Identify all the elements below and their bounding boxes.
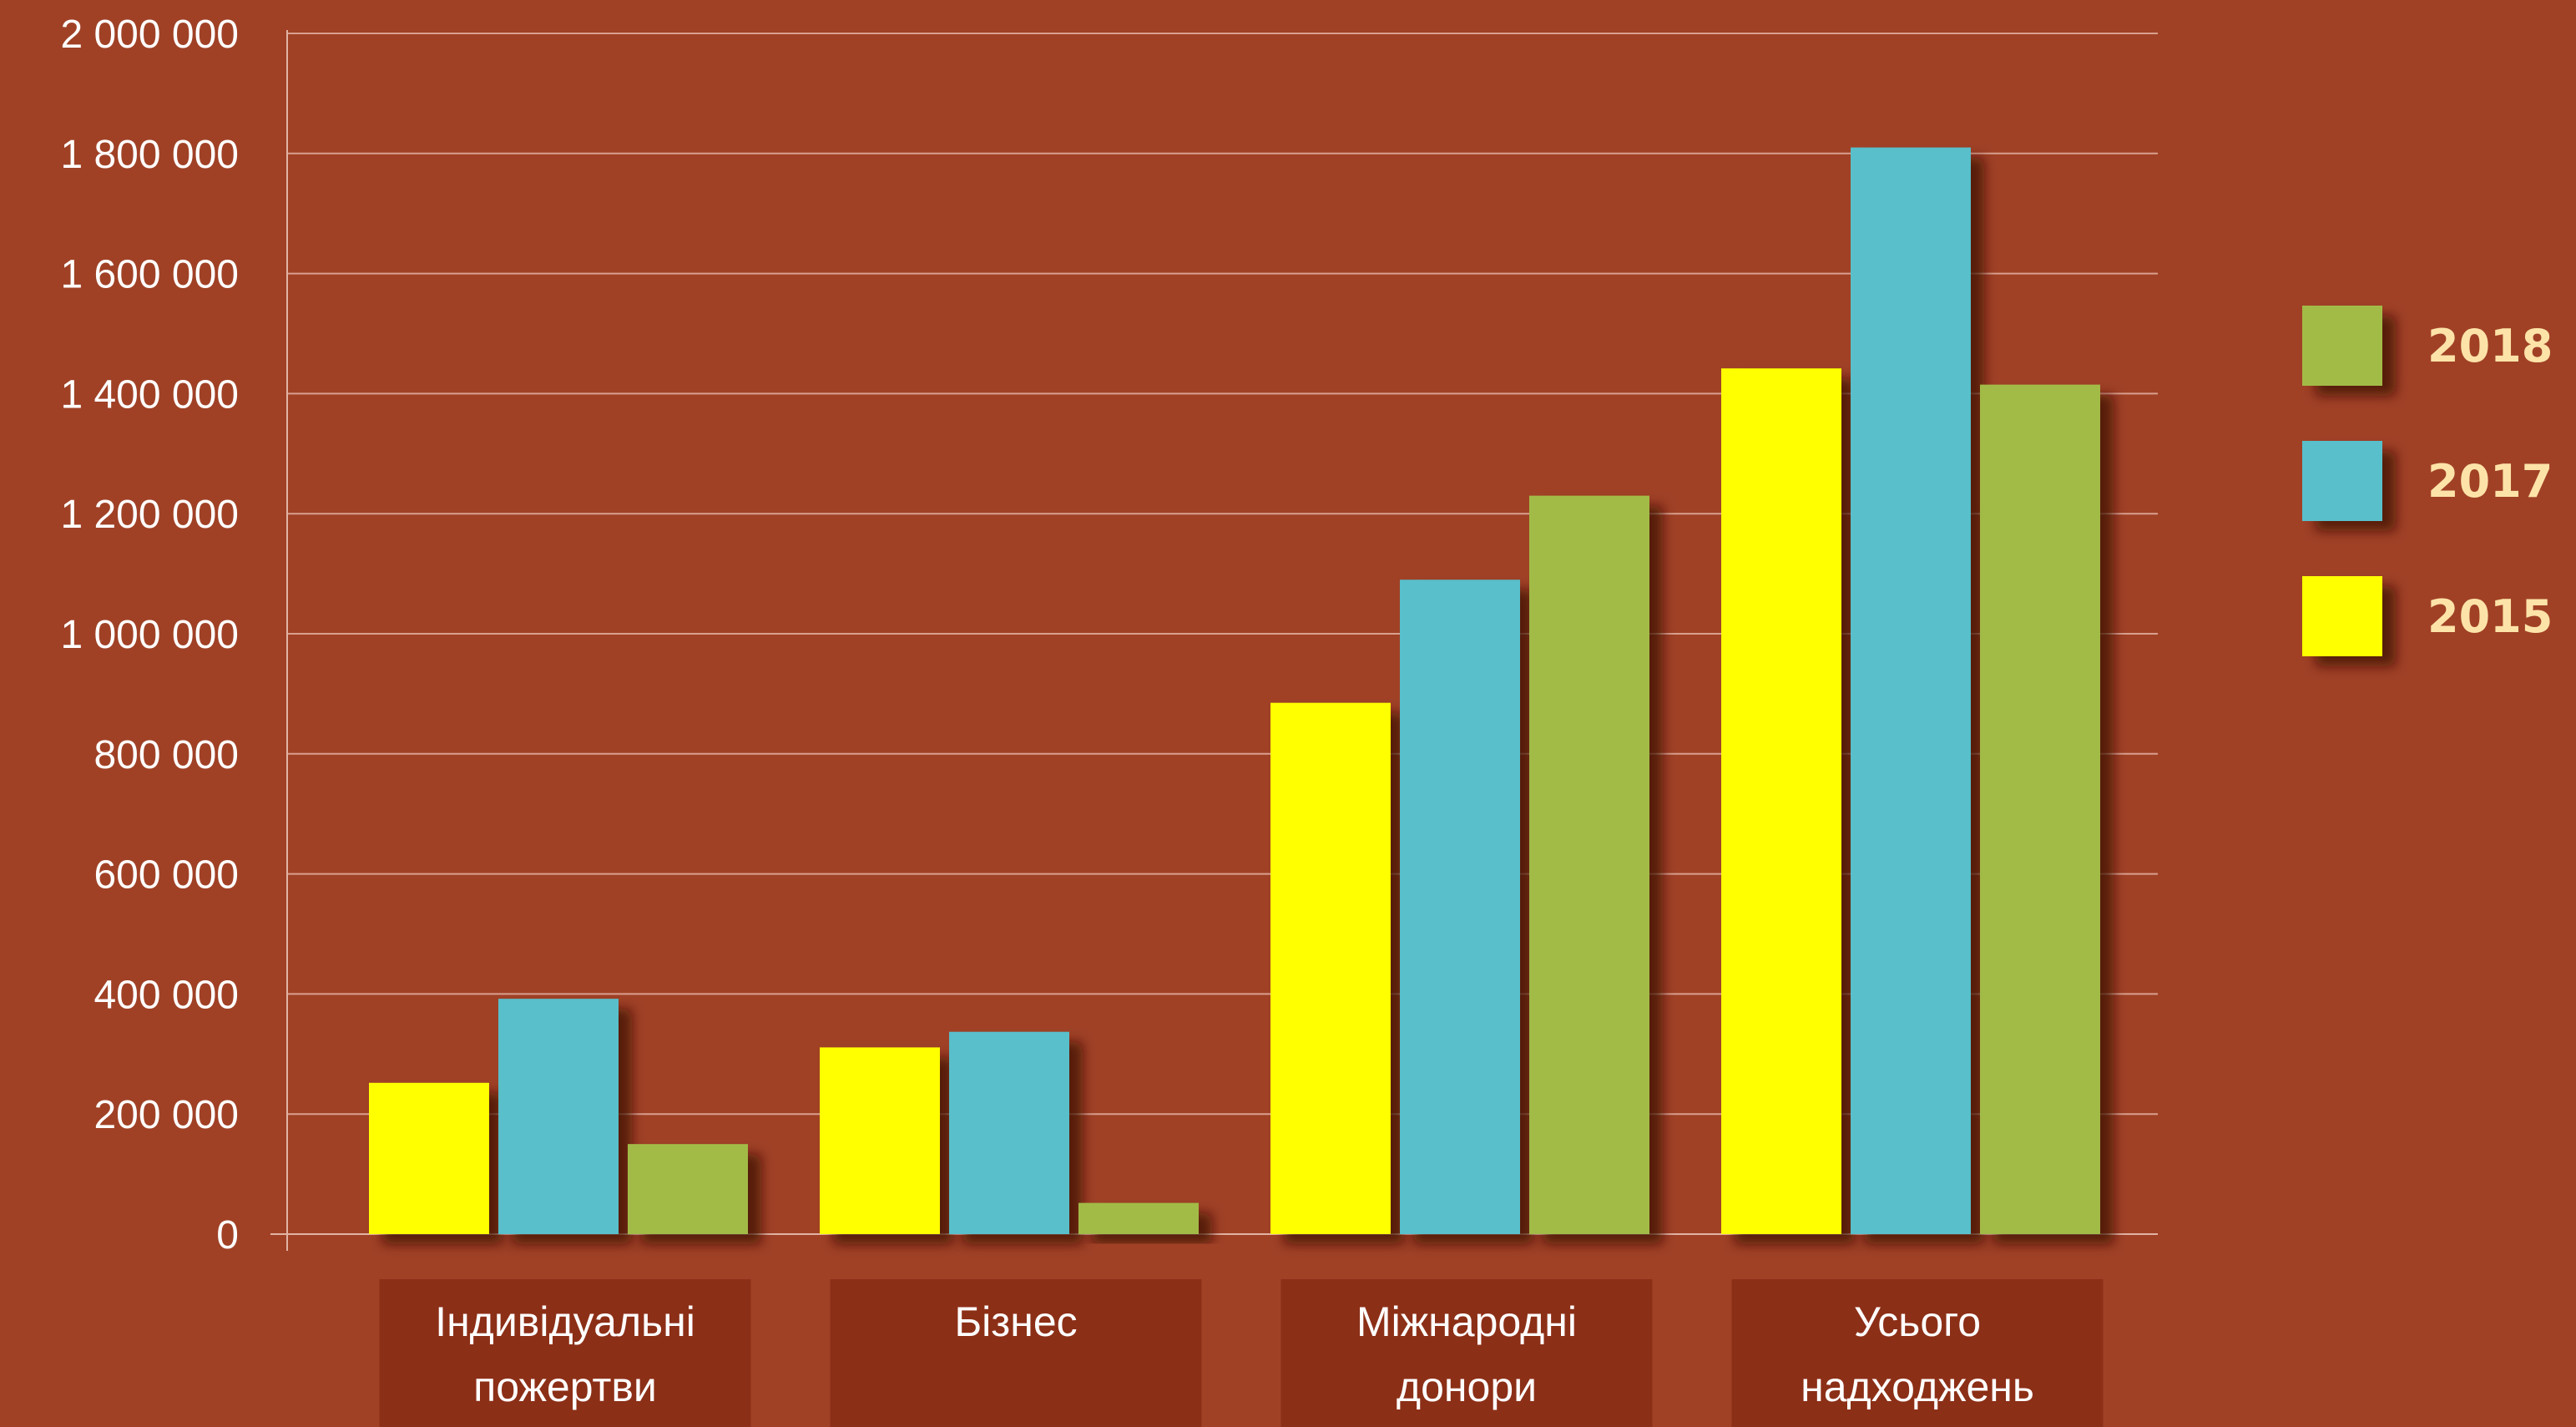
category-label: Індивідуальні (435, 1298, 695, 1345)
y-tick-label: 1 800 000 (60, 133, 239, 177)
y-tick-label: 600 000 (93, 853, 239, 898)
category-labels: Індивідуальні пожертви Бізнес Міжнародні дон… (379, 1279, 2104, 1427)
gridlines (287, 33, 2158, 1116)
bar-2015 (369, 1082, 489, 1234)
bar-2018 (1078, 1202, 1199, 1234)
y-tick-label: 200 000 (93, 1093, 239, 1137)
legend-label-2018: 2018 (2427, 320, 2553, 372)
category-label: пожертви (473, 1364, 657, 1410)
category-label: донори (1397, 1364, 1537, 1410)
bar-2017 (949, 1031, 1069, 1234)
category-label-box (1731, 1279, 2104, 1427)
bar-2015 (820, 1047, 940, 1234)
bar-2017 (1400, 579, 1520, 1234)
legend-swatch-2018 (2302, 306, 2382, 386)
category-label-box (830, 1279, 1202, 1427)
bar-2017 (498, 999, 619, 1234)
bar-2018 (1529, 495, 1649, 1234)
bar-2017 (1851, 147, 1971, 1235)
category-label: Усього (1854, 1298, 1981, 1345)
legend-swatch-2017 (2302, 441, 2382, 521)
bar-2018 (1980, 384, 2100, 1234)
y-tick-labels: 0 200 000 400 000 600 000 800 000 1 000 000 1 … (60, 13, 239, 1257)
category-label-box (379, 1279, 751, 1427)
y-tick-label: 400 000 (93, 973, 239, 1017)
y-tick-label: 1 400 000 (60, 372, 239, 417)
y-tick-label: 800 000 (93, 733, 239, 777)
category-label: Бізнес (954, 1298, 1077, 1345)
y-tick-label: 1 600 000 (60, 253, 239, 297)
y-tick-label: 0 (216, 1213, 239, 1257)
legend: 2018 2017 2015 (2302, 306, 2553, 656)
y-tick-label: 2 000 000 (60, 13, 239, 57)
category-label: надходжень (1801, 1364, 2034, 1410)
legend-label-2015: 2015 (2427, 590, 2553, 643)
y-tick-label: 1 200 000 (60, 493, 239, 537)
category-label-box (1280, 1279, 1653, 1427)
legend-swatch-2015 (2302, 576, 2382, 656)
category-label: Міжнародні (1356, 1298, 1577, 1345)
bar-2015 (1721, 368, 1841, 1234)
legend-label-2017: 2017 (2427, 455, 2553, 508)
y-tick-label: 1 000 000 (60, 613, 239, 657)
bar-2015 (1270, 702, 1391, 1234)
bar-2018 (628, 1144, 748, 1234)
bars (369, 147, 2100, 1235)
